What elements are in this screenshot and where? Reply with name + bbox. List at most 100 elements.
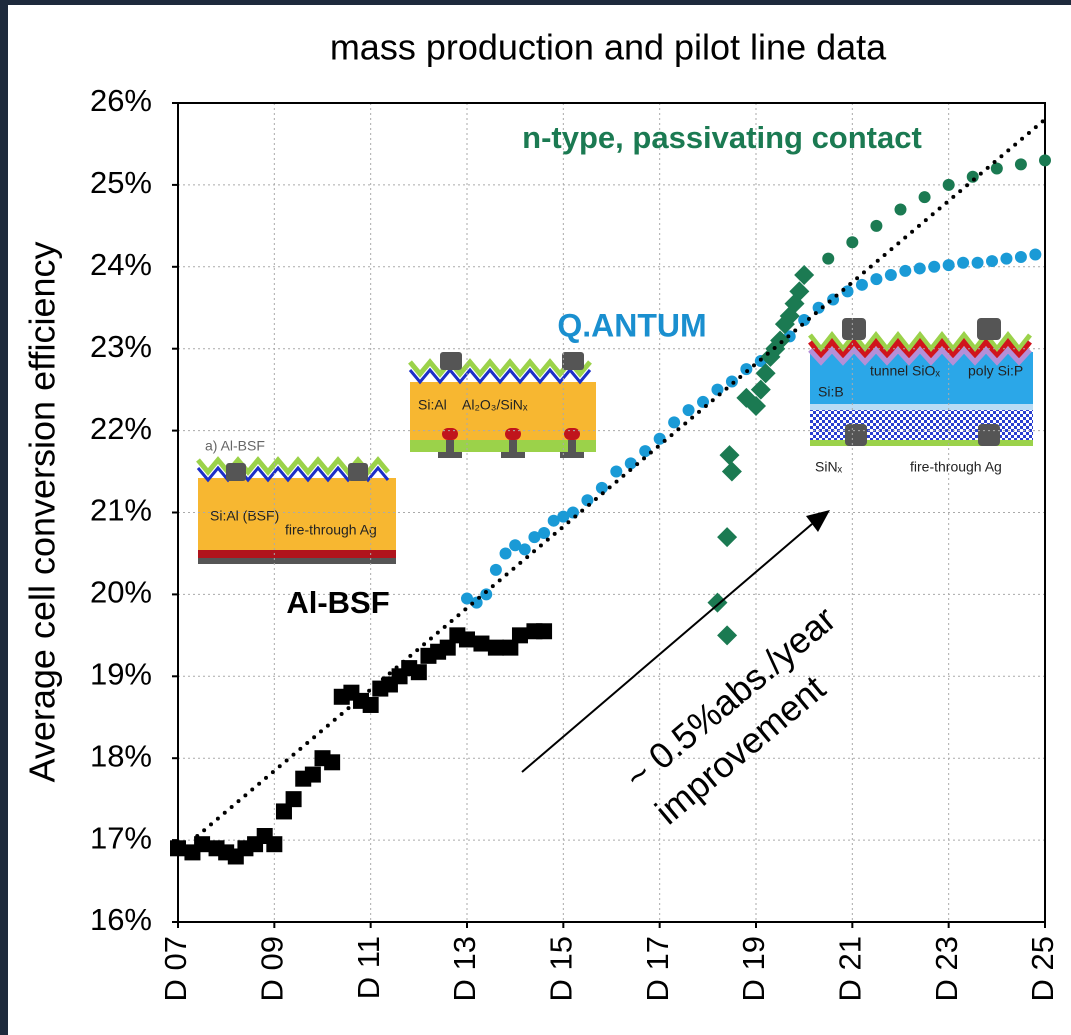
data-point (536, 623, 552, 639)
data-point (194, 836, 210, 852)
chart: mass production and pilot line data Aver… (0, 0, 1071, 1035)
data-point (170, 840, 186, 856)
data-point (683, 404, 695, 416)
data-point (991, 163, 1003, 175)
contact (505, 428, 521, 440)
data-point (411, 664, 427, 680)
chart-title: mass production and pilot line data (330, 27, 887, 68)
data-point (740, 363, 752, 375)
y-tick-label: 21% (90, 493, 152, 528)
data-point (899, 265, 911, 277)
x-tick-label: D 11 (351, 936, 386, 999)
data-point (668, 416, 680, 428)
contact (564, 428, 580, 440)
data-point (943, 259, 955, 271)
y-tick-label: 17% (90, 820, 152, 855)
inset-label: SiNₓ (815, 459, 843, 475)
contact (440, 352, 462, 370)
x-tick-label: D 25 (1025, 936, 1060, 1001)
contact (978, 424, 1000, 446)
inset-label: Si:Al (418, 397, 447, 413)
data-point (943, 179, 955, 191)
inset-label: fire-through Ag (285, 522, 377, 538)
y-tick-label: 20% (90, 575, 152, 610)
data-point (870, 220, 882, 232)
data-point (305, 767, 321, 783)
data-point (914, 262, 926, 274)
data-point (286, 791, 302, 807)
annotation: n-type, passivating contact (522, 120, 922, 155)
data-point (957, 257, 969, 269)
data-point (519, 543, 531, 555)
y-tick-label: 18% (90, 738, 152, 773)
annotation: Al-BSF (286, 585, 389, 620)
contact (977, 318, 1001, 340)
y-tick-label: 22% (90, 411, 152, 446)
data-point (1039, 154, 1051, 166)
contact (226, 463, 246, 481)
x-tick-label: D 23 (929, 936, 964, 1001)
data-point (500, 547, 512, 559)
y-tick-label: 26% (90, 83, 152, 118)
data-point (488, 640, 504, 656)
contact (842, 318, 866, 340)
data-point (986, 255, 998, 267)
data-point (639, 445, 651, 457)
data-point (363, 697, 379, 713)
data-point (490, 564, 502, 576)
contact (845, 424, 867, 446)
data-point (1029, 249, 1041, 261)
data-point (846, 236, 858, 248)
data-point (895, 203, 907, 215)
x-tick-label: D 13 (447, 936, 482, 1001)
data-point (324, 754, 340, 770)
data-point (1015, 251, 1027, 263)
x-tick-label: D 09 (255, 936, 290, 1001)
inset-label: Al₂O₃/SiNₓ (462, 397, 528, 413)
contact (501, 452, 525, 458)
y-tick-label: 23% (90, 329, 152, 364)
data-point (1015, 158, 1027, 170)
y-tick-label: 24% (90, 247, 152, 282)
data-point (625, 457, 637, 469)
annotation: Q.ANTUM (557, 307, 706, 343)
data-point (1000, 253, 1012, 265)
y-axis-label: Average cell conversion efficiency (22, 242, 63, 783)
inset-label: Si:B (818, 384, 844, 400)
inset-label: Si:Al (BSF) (210, 508, 279, 524)
layer (198, 558, 396, 564)
contact (348, 463, 368, 481)
data-point (512, 627, 528, 643)
contact (438, 452, 462, 458)
data-point (822, 253, 834, 265)
data-point (711, 384, 723, 396)
data-point (473, 636, 489, 652)
contact (442, 428, 458, 440)
y-tick-label: 16% (90, 902, 152, 937)
y-tick-label: 19% (90, 656, 152, 691)
data-point (266, 836, 282, 852)
x-tick-label: D 19 (736, 936, 771, 1001)
x-tick-label: D 07 (158, 936, 193, 1001)
data-point (654, 433, 666, 445)
contact (562, 352, 584, 370)
data-point (870, 273, 882, 285)
x-tick-label: D 15 (544, 936, 579, 1001)
inset-label: tunnel SiOₓ (870, 363, 940, 379)
data-point (885, 269, 897, 281)
data-point (610, 466, 622, 478)
data-point (856, 279, 868, 291)
page: mass production and pilot line data Aver… (0, 0, 1071, 1035)
x-tick-label: D 21 (833, 936, 868, 1001)
layer (810, 404, 1033, 410)
chart-background (8, 5, 1071, 1035)
data-point (919, 191, 931, 203)
inset-label: poly Si:P (968, 363, 1023, 379)
inset-label: fire-through Ag (910, 459, 1002, 475)
y-tick-label: 25% (90, 165, 152, 200)
data-point (538, 527, 550, 539)
x-tick-label: D 17 (640, 936, 675, 1001)
data-point (972, 257, 984, 269)
data-point (459, 631, 475, 647)
layer (198, 550, 396, 558)
